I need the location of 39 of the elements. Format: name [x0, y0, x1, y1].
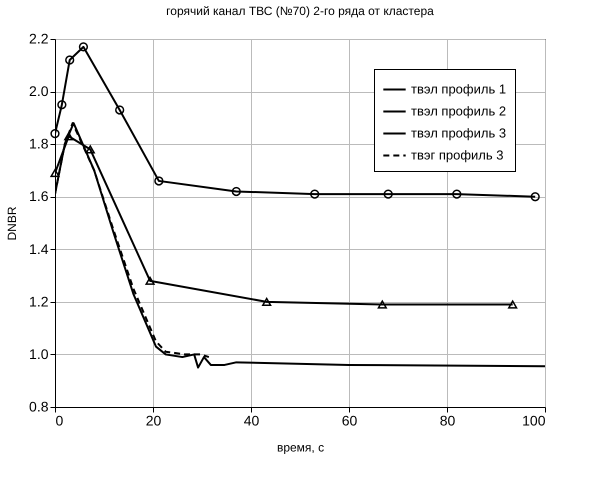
x-tick-label: 40 — [244, 412, 260, 428]
point — [452, 189, 462, 199]
legend-label: твэл профиль 2 — [411, 104, 506, 118]
chart-title: горячий канал ТВС (№70) 2-го ряда от кластера — [166, 4, 434, 18]
point — [78, 42, 88, 52]
x-tick-label: 60 — [342, 412, 358, 428]
point — [115, 105, 124, 115]
y-tick-label: 1.8 — [29, 136, 49, 152]
y-tick-label: 2.2 — [29, 30, 49, 46]
point — [145, 276, 155, 285]
x-tick-label: 20 — [146, 412, 162, 428]
legend-label: твэл профиль 1 — [411, 82, 506, 96]
y-tick-label: 1.4 — [29, 240, 49, 257]
legend-label: твэл профиль 3 — [411, 126, 506, 140]
x-tick-label: 100 — [522, 412, 546, 428]
y-tick-label: 0.8 — [29, 398, 49, 414]
x-tick-label: 0 — [56, 412, 64, 428]
point — [50, 168, 60, 178]
point — [310, 189, 320, 199]
legend-label: твэг профиль 3 — [411, 148, 504, 162]
point — [57, 100, 66, 110]
point — [154, 176, 164, 186]
y-tick-label: 1.2 — [29, 293, 49, 310]
point — [64, 132, 74, 140]
point — [384, 189, 393, 199]
point — [65, 55, 74, 65]
point — [262, 298, 272, 306]
x-axis-title: время, с — [276, 440, 324, 454]
y-tick-label: 1.6 — [29, 188, 49, 204]
x-tick-label: 80 — [440, 412, 456, 428]
point — [530, 192, 540, 202]
point — [508, 300, 518, 309]
point — [50, 129, 60, 138]
point — [378, 300, 387, 309]
y-axis-title: DNBR — [5, 206, 20, 241]
y-tick-label: 2.0 — [29, 83, 49, 100]
point — [86, 145, 95, 154]
point — [232, 186, 241, 196]
y-tick-label: 1.0 — [29, 346, 49, 362]
